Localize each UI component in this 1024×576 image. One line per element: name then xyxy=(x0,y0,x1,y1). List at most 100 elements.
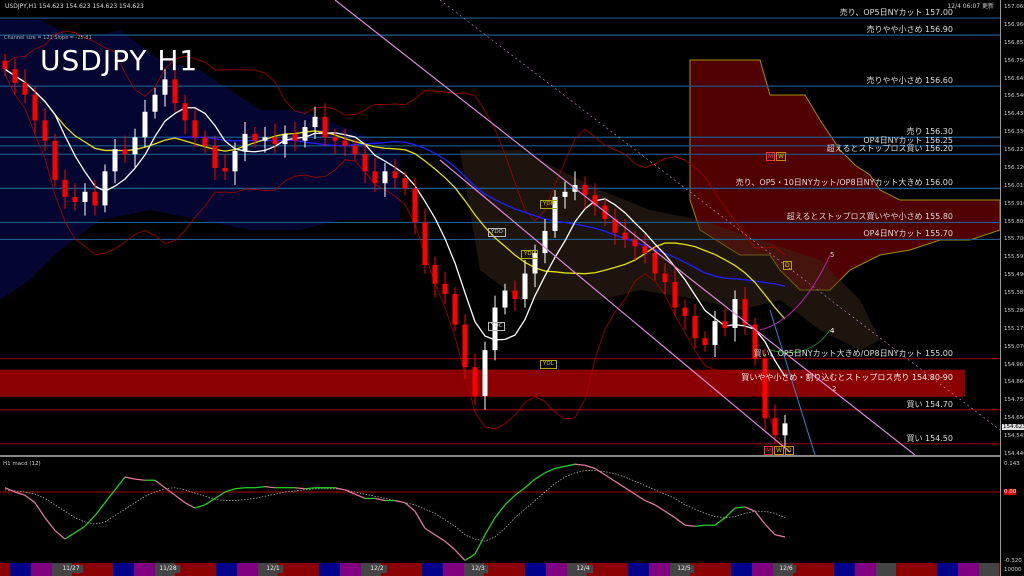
candle xyxy=(492,295,498,361)
ydh-marker: YDH xyxy=(540,200,558,209)
bollinger-upper xyxy=(4,30,786,256)
projection-curve-green xyxy=(769,329,831,353)
ydc-marker: YDC xyxy=(488,322,506,331)
macd-line-segment xyxy=(304,487,316,490)
candle xyxy=(692,304,698,349)
candle xyxy=(32,86,38,134)
candle xyxy=(552,190,558,238)
macd-line-segment xyxy=(584,464,596,470)
macd-line-segment xyxy=(424,527,436,536)
date-label: 12/2 xyxy=(366,565,388,573)
candle xyxy=(652,246,658,281)
macd-line-segment xyxy=(264,486,276,489)
macd-line-segment xyxy=(434,534,446,542)
macd-label: H1 macd (12) xyxy=(3,461,41,467)
macd-line-segment xyxy=(404,502,416,512)
macd-line-segment xyxy=(714,517,726,526)
price-tick: 154.755 xyxy=(1004,397,1024,404)
d-marker-bottom: D xyxy=(785,446,794,455)
candle xyxy=(22,69,28,104)
candle xyxy=(212,135,218,180)
candle xyxy=(702,331,708,352)
macd-line-segment xyxy=(294,487,306,490)
candle xyxy=(402,171,408,196)
date-label: 12/3 xyxy=(467,565,489,573)
macd-line-segment xyxy=(604,474,616,482)
macd-line-segment xyxy=(214,491,226,499)
ydl-label-small: YDL xyxy=(521,250,538,259)
candle xyxy=(532,244,538,288)
macd-line-segment xyxy=(444,540,456,551)
macd-line-segment xyxy=(354,493,366,500)
price-tick: 156.645 xyxy=(1004,75,1024,82)
macd-line-segment xyxy=(544,467,556,474)
macd-line-segment xyxy=(734,506,746,509)
level-label: 超えるとストップロス買い 156.20 xyxy=(826,144,953,154)
date-label: 11/28 xyxy=(155,565,181,573)
panel-divider[interactable] xyxy=(0,455,1000,457)
macd-line-segment xyxy=(224,488,236,493)
candle xyxy=(282,125,288,158)
candle xyxy=(302,120,308,148)
macd-line-segment xyxy=(724,507,736,519)
macd-tick: 0.00 xyxy=(1004,489,1017,495)
m-marker: M xyxy=(766,152,776,161)
macd-line-segment xyxy=(54,530,66,540)
macd-line-segment xyxy=(24,494,36,504)
date-label: 12/1 xyxy=(262,565,284,573)
candle xyxy=(642,234,648,264)
macd-line-segment xyxy=(764,523,776,536)
channel-line-lower[interactable] xyxy=(439,159,791,453)
macd-line-segment xyxy=(34,502,46,519)
date-label: 12/5 xyxy=(673,565,695,573)
candle xyxy=(392,159,398,189)
candle xyxy=(592,183,598,216)
macd-line-segment xyxy=(674,517,686,526)
candle xyxy=(522,259,528,308)
updated-time: 12/4 06:07 更新 xyxy=(947,3,994,10)
candle xyxy=(472,353,478,405)
macd-line-segment xyxy=(484,517,496,536)
level-label: 超えるとストップロス買いやや小さめ 155.80 xyxy=(786,212,953,222)
macd-line-segment xyxy=(254,486,266,489)
price-tick: 155.175 xyxy=(1004,325,1024,332)
price-tick: 156.015 xyxy=(1004,182,1024,189)
d-marker: D xyxy=(783,261,792,270)
macd-line-segment xyxy=(624,487,636,495)
channel-line-upper[interactable] xyxy=(334,0,916,455)
candle xyxy=(222,154,228,180)
level-label: 売り 156.30 xyxy=(906,127,953,137)
level-label: 買い 154.50 xyxy=(906,433,953,443)
macd-line-segment xyxy=(194,504,206,509)
price-tick: 155.910 xyxy=(1004,200,1024,207)
projection-curve xyxy=(759,254,831,331)
bollinger-lower xyxy=(4,74,786,448)
macd-chart[interactable] xyxy=(0,458,1000,562)
candle xyxy=(132,128,138,168)
price-chart[interactable] xyxy=(0,0,1000,455)
macd-line-segment xyxy=(114,476,126,491)
candle xyxy=(452,287,458,332)
price-tick: 155.700 xyxy=(1004,236,1024,243)
price-tick: 156.540 xyxy=(1004,93,1024,100)
macd-line-segment xyxy=(614,480,626,489)
candle xyxy=(322,103,328,146)
macd-line-segment xyxy=(554,465,566,470)
candle xyxy=(622,219,628,248)
candle xyxy=(672,268,678,317)
level-label: 買い 154.70 xyxy=(906,399,953,409)
macd-line-segment xyxy=(64,532,76,540)
candle xyxy=(182,94,188,134)
macd-line-segment xyxy=(124,476,136,480)
candle xyxy=(262,127,268,153)
candle xyxy=(412,178,418,235)
price-axis[interactable]: 157.065 156.960 156.855 156.750 156.645 156.5… xyxy=(1000,0,1024,576)
candle xyxy=(252,127,258,148)
projection-line-blue xyxy=(769,309,816,455)
macd-line-segment xyxy=(44,517,56,531)
candle xyxy=(82,183,88,216)
macd-line-segment xyxy=(664,510,676,519)
level-label: 売り、OP5日NYカット 157.00 xyxy=(839,8,953,18)
level-label: 売り、OP5・10日NYカット/OP8日NYカット大きめ 156.00 xyxy=(735,178,953,188)
candle xyxy=(502,283,508,315)
